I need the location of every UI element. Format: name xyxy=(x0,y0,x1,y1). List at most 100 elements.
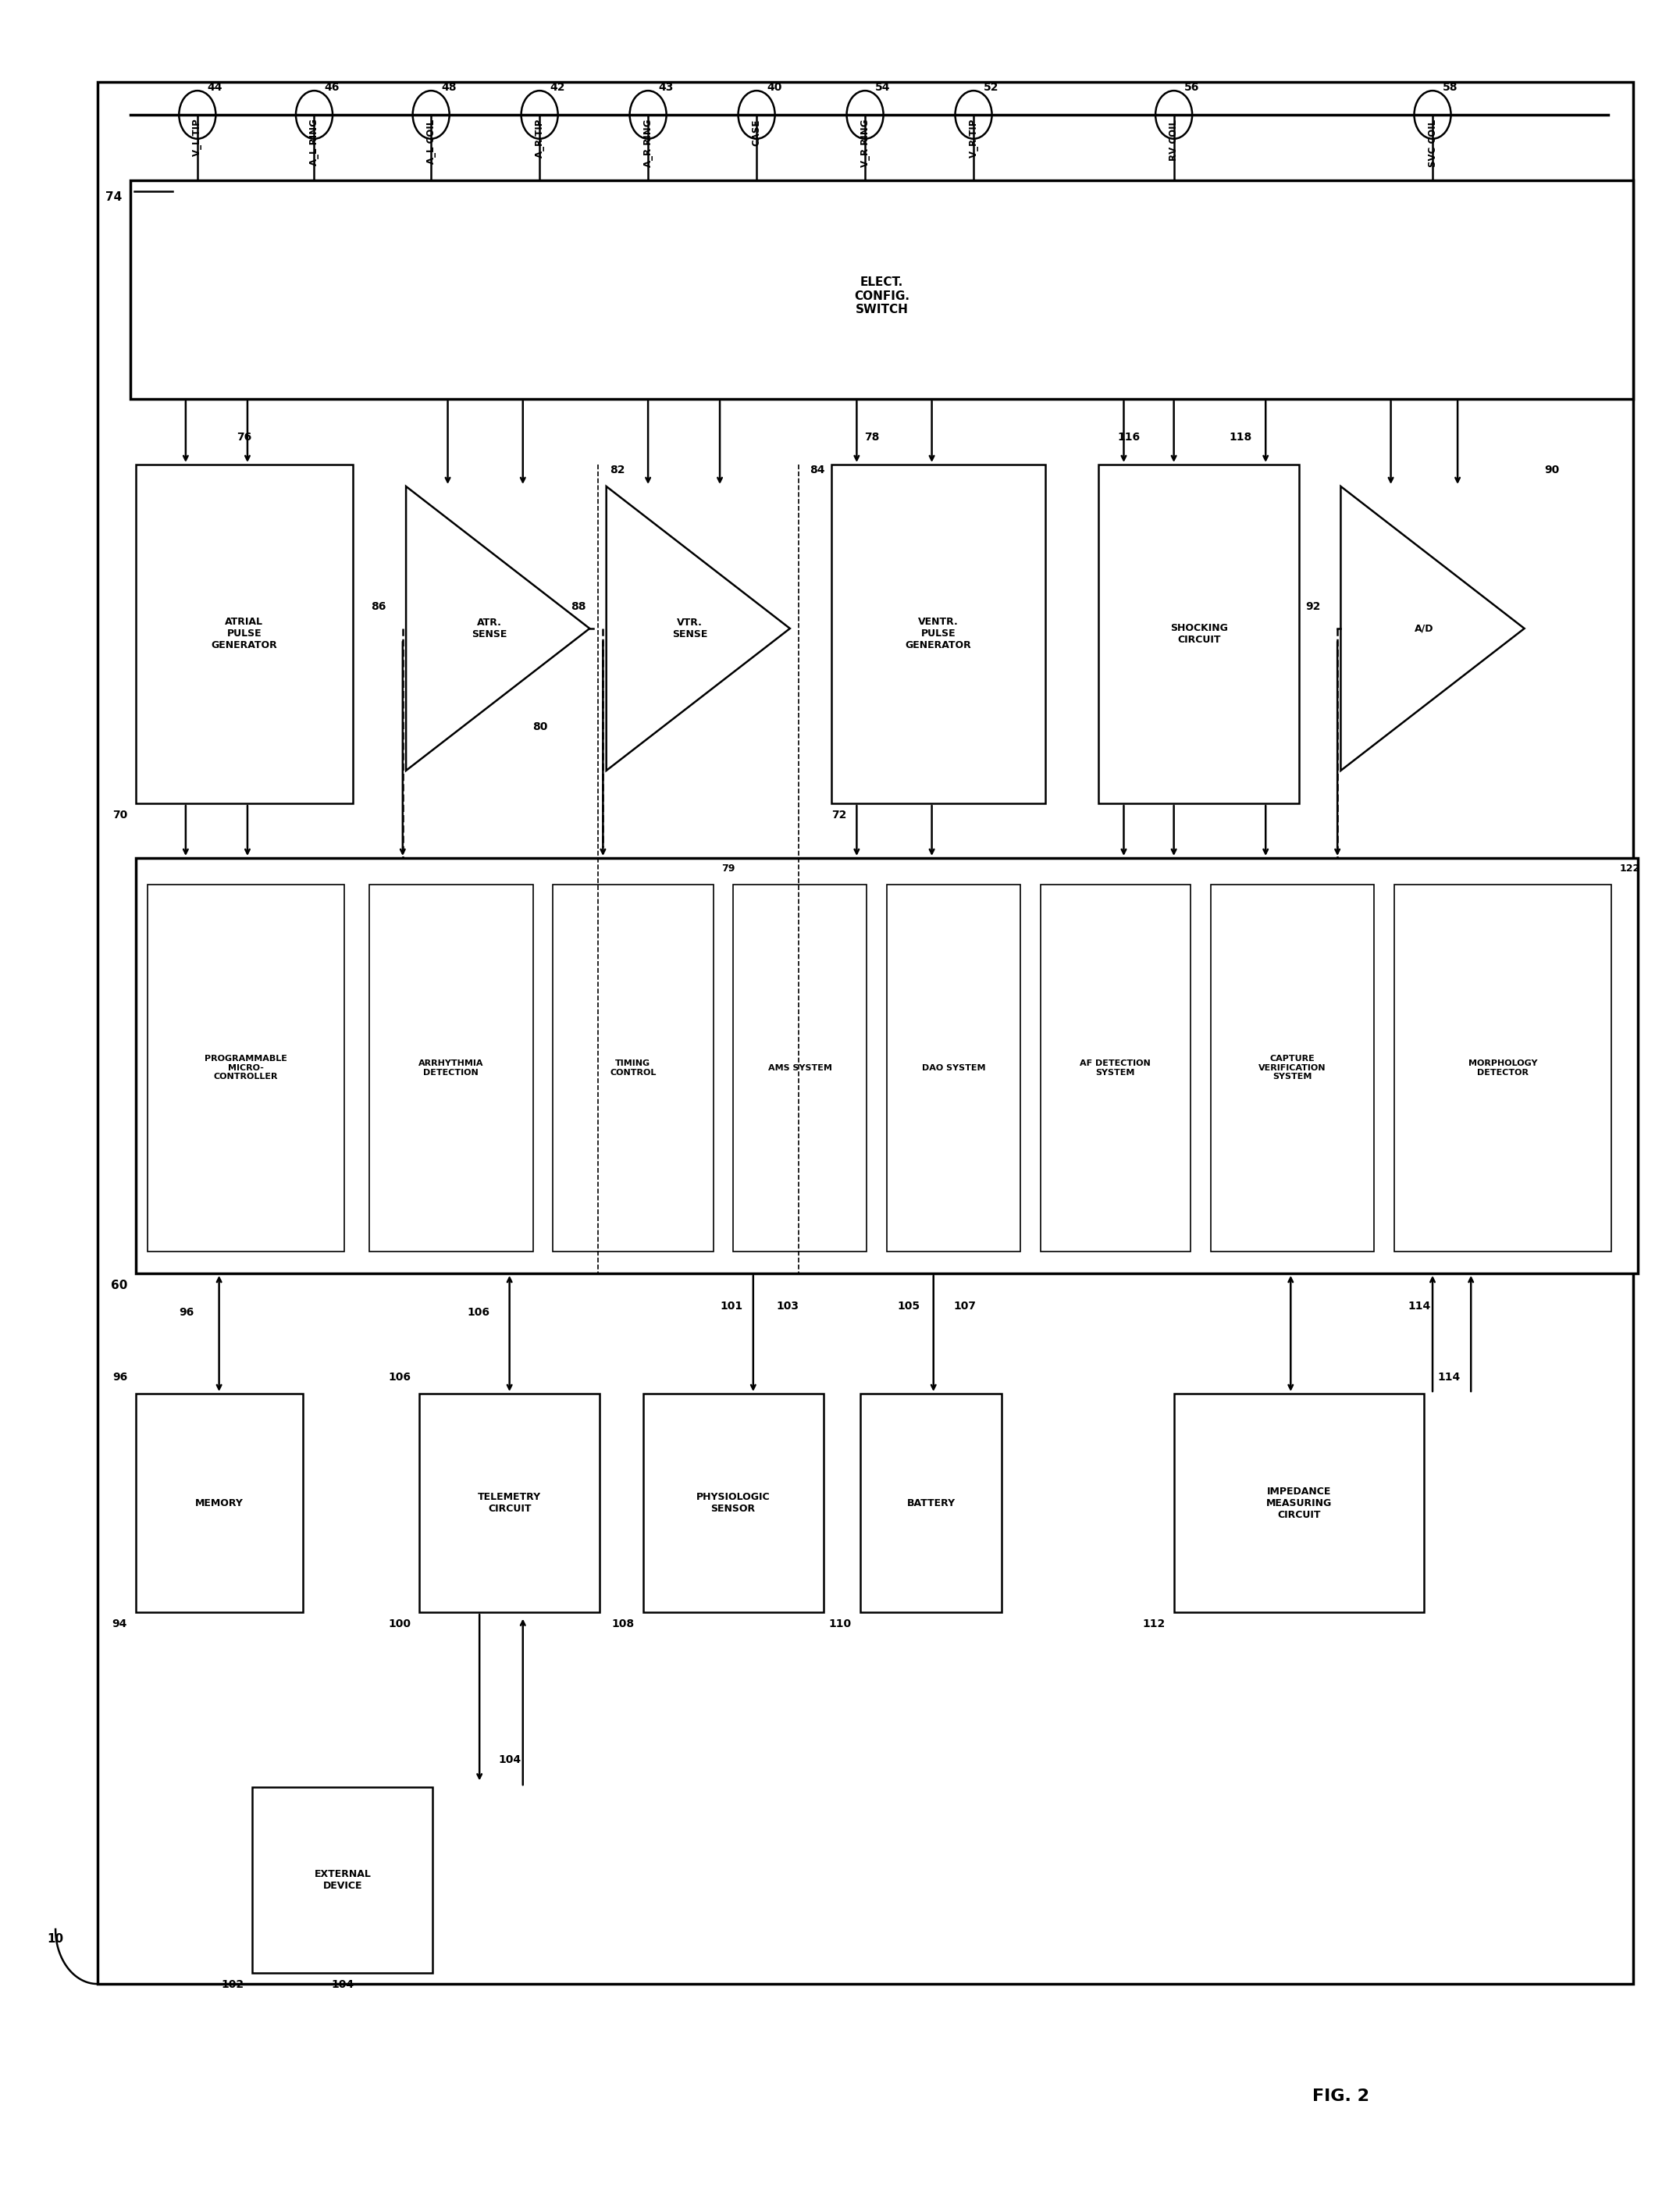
FancyBboxPatch shape xyxy=(1394,883,1611,1252)
Text: 118: 118 xyxy=(1230,433,1252,442)
Text: DAO SYSTEM: DAO SYSTEM xyxy=(922,1063,984,1072)
Text: 107: 107 xyxy=(954,1301,976,1312)
Text: 100: 100 xyxy=(388,1619,412,1630)
FancyBboxPatch shape xyxy=(136,1393,302,1613)
Text: 96: 96 xyxy=(113,1371,128,1382)
Text: AMS SYSTEM: AMS SYSTEM xyxy=(768,1063,832,1072)
Text: 108: 108 xyxy=(612,1619,635,1630)
FancyBboxPatch shape xyxy=(1174,1393,1425,1613)
Text: 40: 40 xyxy=(766,81,781,92)
Text: CAPTURE
VERIFICATION
SYSTEM: CAPTURE VERIFICATION SYSTEM xyxy=(1258,1055,1326,1081)
Text: 104: 104 xyxy=(499,1755,521,1764)
FancyBboxPatch shape xyxy=(148,883,344,1252)
Text: 101: 101 xyxy=(721,1301,743,1312)
FancyBboxPatch shape xyxy=(1211,883,1374,1252)
Text: 10: 10 xyxy=(47,1933,64,1944)
Text: 105: 105 xyxy=(897,1301,921,1312)
Text: 112: 112 xyxy=(1142,1619,1166,1630)
Text: V_R RING: V_R RING xyxy=(860,119,870,167)
Text: 78: 78 xyxy=(864,433,879,442)
Text: EXTERNAL
DEVICE: EXTERNAL DEVICE xyxy=(314,1870,371,1892)
Text: 79: 79 xyxy=(721,863,736,874)
Text: A/D: A/D xyxy=(1415,624,1433,633)
Text: 114: 114 xyxy=(1408,1301,1430,1312)
FancyBboxPatch shape xyxy=(1099,464,1299,804)
FancyBboxPatch shape xyxy=(643,1393,823,1613)
Text: PROGRAMMABLE
MICRO-
CONTROLLER: PROGRAMMABLE MICRO- CONTROLLER xyxy=(205,1055,287,1081)
Text: AF DETECTION
SYSTEM: AF DETECTION SYSTEM xyxy=(1080,1059,1151,1077)
Text: MORPHOLOGY
DETECTOR: MORPHOLOGY DETECTOR xyxy=(1468,1059,1537,1077)
FancyBboxPatch shape xyxy=(887,883,1020,1252)
Text: TIMING
CONTROL: TIMING CONTROL xyxy=(610,1059,657,1077)
Text: 56: 56 xyxy=(1184,81,1200,92)
Text: 43: 43 xyxy=(659,81,674,92)
Text: V_L TIP: V_L TIP xyxy=(192,119,203,156)
FancyBboxPatch shape xyxy=(131,180,1633,400)
Text: FIG. 2: FIG. 2 xyxy=(1312,2089,1369,2105)
Polygon shape xyxy=(407,486,590,771)
Text: TELEMETRY
CIRCUIT: TELEMETRY CIRCUIT xyxy=(477,1492,541,1514)
FancyBboxPatch shape xyxy=(832,464,1045,804)
Text: 106: 106 xyxy=(467,1307,489,1318)
Text: SHOCKING
CIRCUIT: SHOCKING CIRCUIT xyxy=(1169,624,1228,646)
Text: 60: 60 xyxy=(111,1281,128,1292)
FancyBboxPatch shape xyxy=(370,883,533,1252)
FancyBboxPatch shape xyxy=(732,883,867,1252)
Text: V_R TIP: V_R TIP xyxy=(968,119,979,158)
Text: 92: 92 xyxy=(1305,602,1320,613)
Text: 84: 84 xyxy=(810,464,825,475)
Text: 88: 88 xyxy=(571,602,586,613)
FancyBboxPatch shape xyxy=(420,1393,600,1613)
Text: 42: 42 xyxy=(549,81,564,92)
FancyBboxPatch shape xyxy=(97,81,1633,1984)
Text: 110: 110 xyxy=(828,1619,852,1630)
Text: 82: 82 xyxy=(610,464,625,475)
FancyBboxPatch shape xyxy=(1040,883,1191,1252)
Text: 122: 122 xyxy=(1620,863,1640,874)
Text: 74: 74 xyxy=(106,191,123,202)
Text: VENTR.
PULSE
GENERATOR: VENTR. PULSE GENERATOR xyxy=(906,617,971,650)
Text: 52: 52 xyxy=(983,81,1000,92)
Text: 80: 80 xyxy=(533,721,548,732)
Text: SVC COIL: SVC COIL xyxy=(1428,119,1438,167)
Text: 76: 76 xyxy=(237,433,252,442)
FancyBboxPatch shape xyxy=(136,464,353,804)
FancyBboxPatch shape xyxy=(553,883,712,1252)
Polygon shape xyxy=(1341,486,1524,771)
Text: IMPEDANCE
MEASURING
CIRCUIT: IMPEDANCE MEASURING CIRCUIT xyxy=(1267,1485,1332,1520)
Text: 70: 70 xyxy=(113,811,128,822)
Text: ELECT.
CONFIG.
SWITCH: ELECT. CONFIG. SWITCH xyxy=(853,277,909,316)
Text: PHYSIOLOGIC
SENSOR: PHYSIOLOGIC SENSOR xyxy=(696,1492,769,1514)
Text: A_L RING: A_L RING xyxy=(309,119,319,165)
Text: 46: 46 xyxy=(324,81,339,92)
Text: 86: 86 xyxy=(371,602,386,613)
Text: A_L COIL: A_L COIL xyxy=(427,119,437,165)
Text: 114: 114 xyxy=(1438,1371,1460,1382)
Text: 96: 96 xyxy=(180,1307,193,1318)
Text: ARRHYTHMIA
DETECTION: ARRHYTHMIA DETECTION xyxy=(418,1059,484,1077)
Text: 72: 72 xyxy=(832,811,847,822)
Text: 90: 90 xyxy=(1544,464,1559,475)
Text: A_R RING: A_R RING xyxy=(643,119,654,167)
Text: 94: 94 xyxy=(113,1619,128,1630)
FancyBboxPatch shape xyxy=(252,1786,433,1973)
FancyBboxPatch shape xyxy=(136,859,1638,1274)
Text: 102: 102 xyxy=(222,1979,244,1990)
Text: 106: 106 xyxy=(388,1371,412,1382)
Text: 48: 48 xyxy=(442,81,457,92)
Text: ATR.
SENSE: ATR. SENSE xyxy=(472,617,507,639)
Text: RV COIL: RV COIL xyxy=(1169,119,1179,160)
Polygon shape xyxy=(606,486,790,771)
Text: 44: 44 xyxy=(207,81,223,92)
Text: 103: 103 xyxy=(776,1301,800,1312)
Text: 54: 54 xyxy=(875,81,890,92)
Text: A_R TIP: A_R TIP xyxy=(534,119,544,158)
Text: ATRIAL
PULSE
GENERATOR: ATRIAL PULSE GENERATOR xyxy=(212,617,277,650)
Text: CASE: CASE xyxy=(751,119,761,145)
Text: 104: 104 xyxy=(331,1979,354,1990)
Text: BATTERY: BATTERY xyxy=(907,1498,956,1507)
Text: 116: 116 xyxy=(1117,433,1141,442)
Text: VTR.
SENSE: VTR. SENSE xyxy=(672,617,707,639)
Text: 58: 58 xyxy=(1443,81,1458,92)
FancyBboxPatch shape xyxy=(860,1393,1001,1613)
